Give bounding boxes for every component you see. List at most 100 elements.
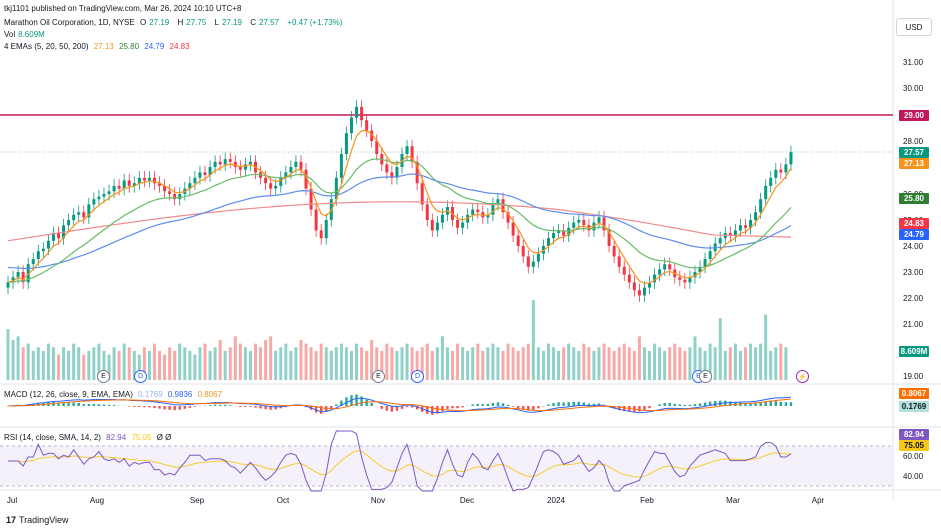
- price-tick-label: 22.00: [903, 294, 924, 303]
- volume-bar: [380, 350, 384, 380]
- macd-histogram-bar: [173, 406, 176, 411]
- dividend-event-icon[interactable]: D: [134, 370, 147, 383]
- macd-histogram-bar: [537, 406, 540, 409]
- volume-bar: [648, 350, 652, 380]
- macd-histogram-bar: [774, 400, 777, 406]
- volume-legend: Vol 8.609M: [4, 30, 48, 39]
- time-axis-label: Mar: [726, 496, 740, 505]
- lightning-icon[interactable]: ⚡: [796, 370, 809, 383]
- macd-histogram-bar: [249, 406, 252, 407]
- volume-bar: [521, 347, 525, 380]
- candle-body: [11, 277, 15, 283]
- volume-bar: [511, 347, 515, 380]
- volume-bar: [738, 350, 742, 380]
- candle-body: [668, 264, 672, 270]
- candle-body: [223, 159, 227, 165]
- macd-histogram-bar: [335, 404, 338, 406]
- macd-histogram-bar: [168, 406, 171, 410]
- candle-body: [21, 272, 25, 283]
- macd-signal-line: [7, 398, 791, 412]
- l-value: 27.19: [221, 18, 242, 27]
- volume-bar: [400, 347, 404, 380]
- candle-body: [622, 266, 626, 275]
- macd-histogram-bar: [476, 403, 479, 406]
- macd-histogram-bar: [587, 403, 591, 406]
- candle-body: [572, 222, 576, 228]
- volume-bar: [329, 350, 333, 380]
- candle-body: [152, 177, 156, 184]
- earnings-event-icon[interactable]: E: [97, 370, 110, 383]
- rsi-line: [8, 430, 792, 492]
- rsi-value: 82.94: [106, 433, 127, 442]
- earnings-event-icon[interactable]: E: [699, 370, 712, 383]
- volume-tag: 8.609M: [899, 346, 929, 357]
- volume-bar: [451, 350, 455, 380]
- vol-value: 8.609M: [18, 30, 45, 39]
- macd-histogram-bar: [678, 404, 682, 406]
- volume-bar: [294, 347, 298, 380]
- macd-histogram-bar: [213, 404, 217, 406]
- candle-body: [147, 177, 151, 181]
- candle-body: [309, 188, 313, 210]
- candle-body: [405, 146, 409, 154]
- footer: 17 TradingView: [6, 515, 69, 525]
- currency-button[interactable]: USD: [896, 18, 932, 36]
- candle-body: [203, 172, 207, 176]
- candle-body: [738, 225, 742, 231]
- candle-body: [435, 222, 439, 231]
- ema5-value: 27.13: [93, 42, 114, 51]
- volume-bar: [501, 350, 505, 380]
- candle-body: [491, 204, 495, 215]
- rsi-ma-tag: 75.05: [899, 440, 929, 451]
- dividend-event-icon[interactable]: D: [411, 370, 424, 383]
- volume-bar: [430, 350, 434, 380]
- candle-body: [678, 277, 682, 280]
- volume-bar: [425, 343, 429, 380]
- volume-bar: [31, 350, 35, 380]
- macd-histogram-bar: [789, 402, 793, 406]
- macd-histogram-bar: [107, 404, 111, 406]
- candle-body: [370, 130, 374, 141]
- macd-histogram-bar: [708, 401, 712, 406]
- candle-body: [339, 154, 343, 178]
- volume-bar: [607, 347, 611, 380]
- candle-body: [536, 253, 540, 262]
- candle-body: [476, 209, 480, 213]
- volume-bar: [72, 343, 76, 380]
- volume-bar: [208, 350, 212, 380]
- macd-histogram-bar: [612, 406, 616, 409]
- macd-histogram-bar: [784, 402, 788, 406]
- volume-bar: [228, 347, 232, 380]
- volume-bar: [723, 350, 727, 380]
- candle-body: [117, 185, 121, 189]
- volume-bar: [198, 347, 202, 380]
- volume-bar: [506, 343, 510, 380]
- candle-body: [567, 227, 571, 236]
- candle-body: [107, 191, 111, 194]
- volume-bar: [390, 347, 394, 380]
- macd-histogram-bar: [506, 404, 510, 406]
- volume-bar: [127, 347, 131, 380]
- volume-bar: [67, 350, 71, 380]
- macd-histogram-bar: [380, 406, 383, 409]
- candle-body: [26, 264, 30, 283]
- macd-histogram-bar: [57, 402, 60, 406]
- macd-histogram-bar: [436, 406, 439, 414]
- macd-histogram-bar: [370, 402, 373, 406]
- volume-bar: [57, 354, 61, 380]
- candle-body: [562, 230, 566, 236]
- macd-histogram-bar: [779, 401, 783, 406]
- ema5-price-tag: 27.13: [899, 158, 929, 169]
- macd-histogram-bar: [744, 403, 747, 406]
- earnings-event-icon[interactable]: E: [372, 370, 385, 383]
- volume-bar: [46, 343, 50, 380]
- footer-brand: TradingView: [19, 515, 69, 525]
- volume-bar: [774, 347, 778, 380]
- candle-body: [127, 180, 131, 186]
- volume-bar: [632, 350, 636, 380]
- macd-histogram-bar: [557, 402, 560, 406]
- macd-histogram-bar: [269, 406, 272, 410]
- macd-histogram-bar: [82, 404, 85, 406]
- macd-histogram-bar: [163, 406, 166, 410]
